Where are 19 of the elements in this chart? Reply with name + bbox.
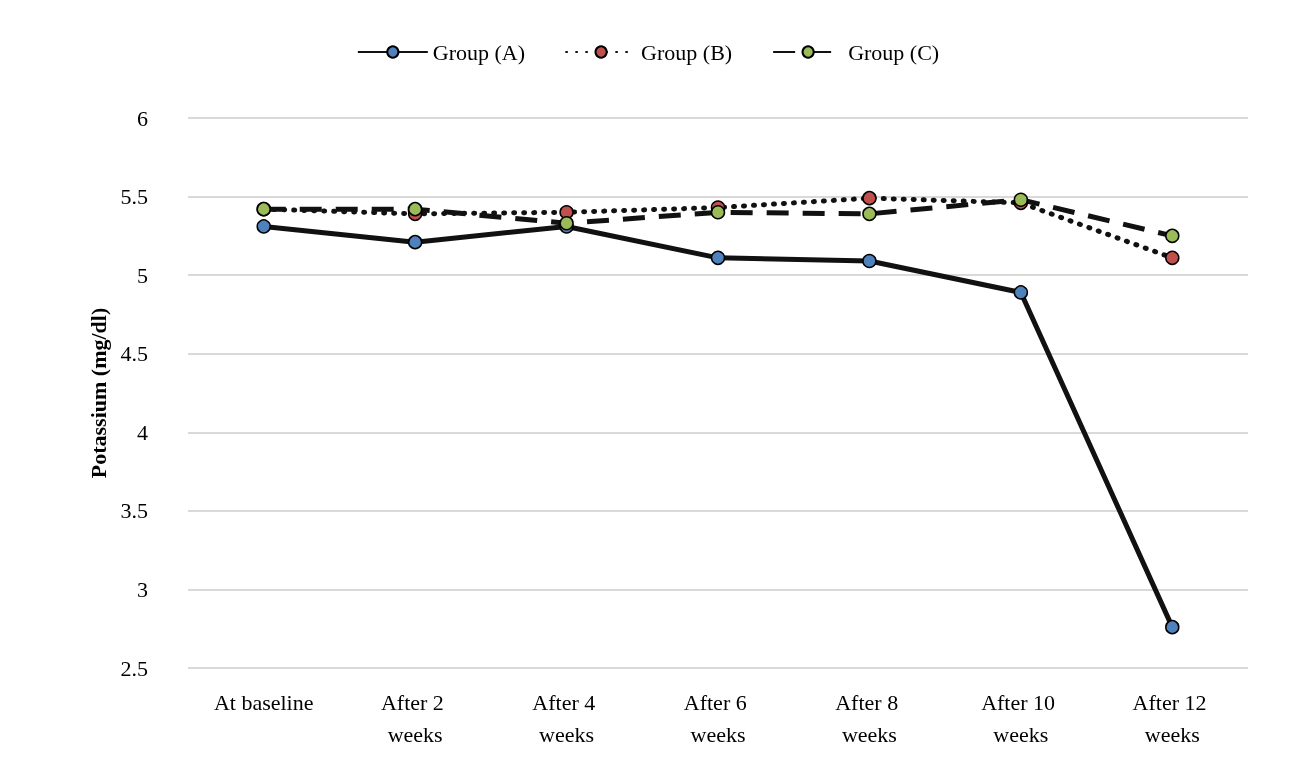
y-tick-label: 5: [137, 262, 148, 288]
legend-label: Group (A): [432, 39, 526, 65]
x-tick-label: After 4 weeks: [532, 689, 601, 747]
y-tick-label: 5.5: [120, 184, 148, 210]
x-tick-label: After 6 weeks: [683, 689, 753, 747]
y-tick-label: 4: [137, 419, 148, 445]
y-tick-label: 3.5: [120, 498, 148, 524]
x-tick-label: At baseline: [213, 689, 314, 715]
y-tick-label: 2.5: [120, 655, 148, 681]
y-tick-label: 4.5: [120, 341, 148, 367]
y-tick-label: 6: [137, 105, 148, 131]
x-tick-label: After 10 weeks: [981, 689, 1061, 747]
legend-label: Group (C): [848, 39, 940, 65]
x-tick-label: After 12 weeks: [1132, 689, 1212, 747]
legend-label: Group (B): [641, 39, 733, 65]
y-axis-title: Potassium (mg/dl): [86, 307, 112, 479]
y-tick-label: 3: [137, 576, 148, 602]
x-tick-label: After 2 weeks: [380, 689, 450, 747]
x-tick-label: After 8 weeks: [835, 689, 904, 747]
